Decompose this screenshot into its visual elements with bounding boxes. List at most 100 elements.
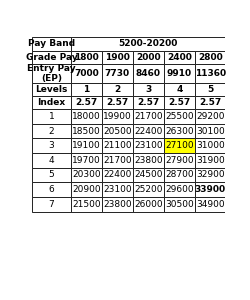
- Bar: [102, 138, 133, 153]
- Text: 1: 1: [48, 112, 54, 121]
- Bar: [133, 197, 164, 212]
- Text: 26000: 26000: [134, 200, 162, 209]
- Bar: [133, 83, 164, 96]
- Text: 5: 5: [48, 170, 54, 179]
- Text: 25200: 25200: [134, 185, 162, 194]
- Text: 27900: 27900: [165, 156, 194, 165]
- Bar: [32, 138, 71, 153]
- Bar: [71, 138, 102, 153]
- Text: 23100: 23100: [103, 185, 132, 194]
- Text: 19700: 19700: [72, 156, 101, 165]
- Text: Entry Pay
(EP): Entry Pay (EP): [27, 64, 76, 83]
- Bar: [133, 182, 164, 197]
- Text: 18500: 18500: [72, 127, 101, 136]
- Text: 5200-20200: 5200-20200: [118, 39, 178, 48]
- Bar: [102, 197, 133, 212]
- Bar: [195, 153, 226, 168]
- Text: 4: 4: [48, 156, 54, 165]
- Bar: [102, 51, 133, 64]
- Bar: [133, 109, 164, 124]
- Text: 8460: 8460: [136, 69, 161, 78]
- Bar: [102, 64, 133, 83]
- Text: 19100: 19100: [72, 141, 101, 150]
- Bar: [71, 64, 102, 83]
- Bar: [195, 124, 226, 138]
- Text: 34900: 34900: [196, 200, 224, 209]
- Text: 31000: 31000: [196, 141, 225, 150]
- Text: 2: 2: [48, 127, 54, 136]
- Bar: [32, 124, 71, 138]
- Text: 2800: 2800: [198, 53, 223, 62]
- Bar: [195, 197, 226, 212]
- Bar: [133, 51, 164, 64]
- Bar: [32, 197, 71, 212]
- Text: 2.57: 2.57: [199, 98, 222, 107]
- Text: 26300: 26300: [165, 127, 194, 136]
- Text: 20300: 20300: [72, 170, 101, 179]
- Text: 1: 1: [83, 85, 89, 94]
- Text: 33900: 33900: [195, 185, 226, 194]
- Bar: [164, 96, 195, 109]
- Text: 25500: 25500: [165, 112, 194, 121]
- Bar: [32, 37, 71, 51]
- Text: Grade Pay: Grade Pay: [26, 53, 77, 62]
- Text: 2.57: 2.57: [168, 98, 190, 107]
- Text: 11360: 11360: [195, 69, 226, 78]
- Text: 24500: 24500: [134, 170, 162, 179]
- Bar: [71, 83, 102, 96]
- Text: 2.57: 2.57: [137, 98, 160, 107]
- Text: 28700: 28700: [165, 170, 194, 179]
- Bar: [195, 109, 226, 124]
- Text: 18000: 18000: [72, 112, 101, 121]
- Text: Pay Band: Pay Band: [28, 39, 75, 48]
- Text: 21700: 21700: [103, 156, 132, 165]
- Text: 23100: 23100: [134, 141, 162, 150]
- Bar: [195, 182, 226, 197]
- Bar: [164, 51, 195, 64]
- Text: 2: 2: [114, 85, 120, 94]
- Bar: [133, 64, 164, 83]
- Text: 1900: 1900: [105, 53, 130, 62]
- Text: 3: 3: [145, 85, 152, 94]
- Bar: [71, 124, 102, 138]
- Bar: [133, 138, 164, 153]
- Text: 32900: 32900: [196, 170, 224, 179]
- Bar: [32, 182, 71, 197]
- Bar: [164, 182, 195, 197]
- Bar: [195, 96, 226, 109]
- Text: 2400: 2400: [167, 53, 192, 62]
- Text: 5: 5: [207, 85, 214, 94]
- Bar: [102, 182, 133, 197]
- Text: 6: 6: [48, 185, 54, 194]
- Bar: [32, 83, 71, 96]
- Text: Index: Index: [37, 98, 66, 107]
- Text: 2.57: 2.57: [106, 98, 128, 107]
- Bar: [32, 64, 71, 83]
- Text: 20900: 20900: [72, 185, 101, 194]
- Bar: [133, 124, 164, 138]
- Bar: [71, 168, 102, 182]
- Bar: [102, 83, 133, 96]
- Bar: [32, 153, 71, 168]
- Text: 22400: 22400: [134, 127, 162, 136]
- Bar: [71, 109, 102, 124]
- Text: 9910: 9910: [167, 69, 192, 78]
- Text: 19900: 19900: [103, 112, 132, 121]
- Text: 27100: 27100: [165, 141, 194, 150]
- Bar: [71, 197, 102, 212]
- Text: 29600: 29600: [165, 185, 194, 194]
- Text: 1800: 1800: [74, 53, 99, 62]
- Text: 30500: 30500: [165, 200, 194, 209]
- Text: 29200: 29200: [196, 112, 224, 121]
- Text: 30100: 30100: [196, 127, 225, 136]
- Text: Levels: Levels: [35, 85, 68, 94]
- Text: 7000: 7000: [74, 69, 99, 78]
- Bar: [195, 138, 226, 153]
- Text: 2000: 2000: [136, 53, 160, 62]
- Text: 31900: 31900: [196, 156, 225, 165]
- Text: 7730: 7730: [105, 69, 130, 78]
- Text: 21700: 21700: [134, 112, 162, 121]
- Bar: [164, 64, 195, 83]
- Bar: [32, 96, 71, 109]
- Text: 23800: 23800: [134, 156, 162, 165]
